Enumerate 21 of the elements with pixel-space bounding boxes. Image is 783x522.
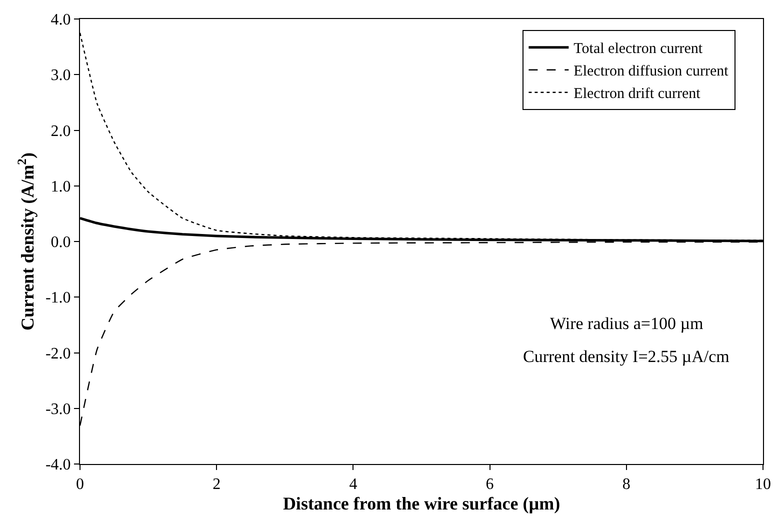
y-tick-label: 0.0 (50, 234, 71, 252)
legend-label: Total electron current (574, 41, 704, 58)
y-tick-label: -3.0 (45, 400, 71, 418)
legend-label: Electron diffusion current (574, 64, 730, 80)
x-tick-label: 8 (622, 476, 630, 494)
x-tick-label: 0 (76, 476, 84, 494)
y-tick-label: 1.0 (50, 178, 71, 196)
annotation: Current density I=2.55 µA/cm (523, 347, 730, 366)
x-tick-label: 4 (349, 476, 358, 494)
y-tick-label: -2.0 (45, 345, 71, 362)
x-axis-title: Distance from the wire surface (µm) (282, 493, 560, 514)
legend-label: Electron drift current (574, 86, 702, 102)
y-tick-label: 3.0 (50, 67, 71, 84)
x-tick-label: 6 (486, 476, 494, 494)
y-tick-label: 4.0 (50, 12, 71, 29)
y-tick-label: -4.0 (45, 456, 71, 474)
x-tick-label: 10 (755, 476, 771, 494)
y-tick-label: -1.0 (45, 290, 71, 307)
x-tick-label: 2 (212, 476, 221, 494)
y-tick-label: 2.0 (50, 122, 71, 140)
annotation: Wire radius a=100 µm (550, 314, 704, 333)
